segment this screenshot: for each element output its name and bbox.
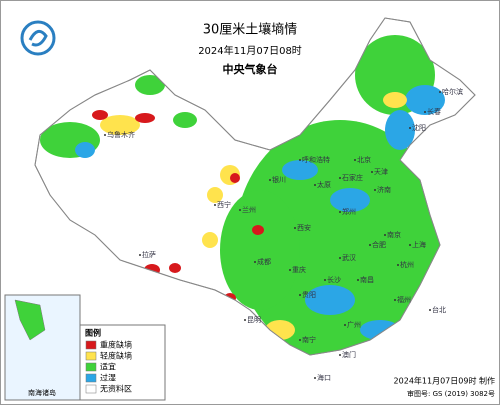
city-dot [269, 179, 271, 181]
city-dot [339, 211, 341, 213]
city-label: 杭州 [400, 260, 414, 269]
city-label: 贵阳 [302, 290, 316, 299]
legend-label: 过湿 [100, 373, 116, 383]
approval: 审图号: GS (2019) 3082号 [407, 389, 495, 398]
city-label: 台北 [432, 305, 446, 314]
city-label: 澳门 [342, 350, 356, 359]
city-dot [104, 134, 106, 136]
city-label: 沈阳 [412, 123, 426, 132]
legend-swatch [85, 362, 97, 372]
legend-label: 重度缺墒 [100, 340, 132, 350]
city-label: 兰州 [242, 205, 256, 214]
city-label: 南宁 [302, 335, 316, 344]
city-dot [439, 91, 441, 93]
city-label: 西宁 [217, 200, 231, 209]
city-dot [429, 309, 431, 311]
source: 中央气象台 [223, 62, 278, 76]
city-dot [214, 204, 216, 206]
datetime: 2024年11月07日08时 [198, 44, 302, 57]
city-dot [397, 264, 399, 266]
city-label: 南昌 [360, 275, 374, 284]
made-time: 2024年11月07日09时 制作 [394, 376, 495, 386]
city-dot [299, 339, 301, 341]
legend-swatch [85, 373, 97, 383]
city-dot [357, 279, 359, 281]
city-dot [371, 171, 373, 173]
logo [20, 20, 56, 56]
city-label: 重庆 [292, 265, 306, 274]
inset-land [14, 299, 46, 341]
city-dot [374, 189, 376, 191]
city-label: 武汉 [342, 253, 356, 262]
city-dot [339, 354, 341, 356]
moisture-areas [40, 35, 445, 355]
legend-swatch [85, 340, 97, 350]
city-dot [254, 261, 256, 263]
city-label: 南京 [387, 230, 401, 239]
city-label: 合肥 [372, 240, 386, 249]
city-label: 哈尔滨 [442, 87, 463, 96]
city-label: 呼和浩特 [302, 155, 330, 164]
city-label: 拉萨 [142, 250, 156, 259]
city-dot [369, 244, 371, 246]
city-dot [384, 234, 386, 236]
city-label: 乌鲁木齐 [107, 130, 135, 139]
legend-swatch [85, 351, 97, 361]
legend-title: 图例 [85, 328, 101, 338]
city-dot [299, 159, 301, 161]
city-dot [409, 127, 411, 129]
city-dot [299, 294, 301, 296]
city-label: 长春 [427, 107, 441, 116]
city-dot [394, 299, 396, 301]
legend-label: 无资料区 [100, 384, 132, 394]
city-label: 银川 [272, 175, 286, 184]
city-dot [344, 324, 346, 326]
city-label: 太原 [317, 180, 331, 189]
city-label: 长沙 [327, 275, 341, 284]
city-label: 昆明 [247, 316, 261, 324]
city-dot [354, 159, 356, 161]
city-label: 济南 [377, 185, 391, 194]
city-dot [339, 177, 341, 179]
city-dot [324, 279, 326, 281]
city-label: 石家庄 [342, 173, 363, 182]
city-dot [139, 254, 141, 256]
city-label: 天津 [374, 168, 388, 176]
city-label: 福州 [397, 295, 411, 304]
legend-label: 适宜 [100, 362, 116, 372]
city-dot [424, 111, 426, 113]
city-dot [314, 184, 316, 186]
city-dot [339, 257, 341, 259]
inset-frame [4, 294, 81, 401]
title: 30厘米土壤墒情 [203, 22, 298, 38]
city-label: 成都 [257, 257, 271, 266]
city-dot [314, 377, 316, 379]
city-dot [409, 244, 411, 246]
legend-swatch [85, 384, 97, 394]
city-dot [239, 209, 241, 211]
city-label: 西安 [297, 223, 311, 232]
city-label: 海口 [317, 373, 331, 382]
legend-label: 轻度缺墒 [100, 351, 132, 361]
city-label: 广州 [347, 320, 361, 329]
city-dot [244, 319, 246, 321]
city-label: 郑州 [342, 208, 356, 216]
city-label: 上海 [412, 240, 426, 249]
city-label: 北京 [357, 155, 371, 164]
city-dot [294, 227, 296, 229]
inset-label: 南海诸岛 [28, 388, 56, 397]
city-dot [289, 269, 291, 271]
